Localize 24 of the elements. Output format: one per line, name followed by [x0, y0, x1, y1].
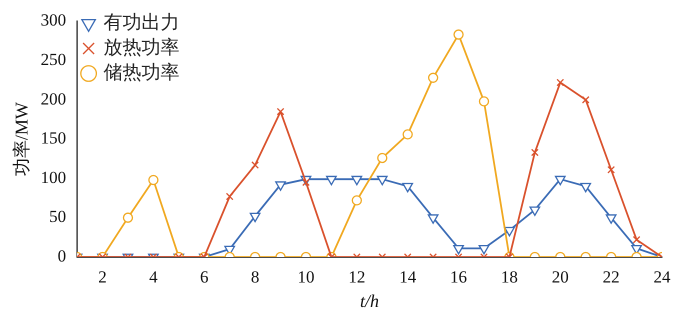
x-axis-title: t/h: [360, 290, 380, 311]
legend-label: 储热功率: [104, 61, 180, 84]
x-tick-label: 18: [500, 268, 518, 287]
x-tick-label: 24: [654, 268, 671, 287]
x-tick-label: 6: [200, 268, 208, 287]
y-tick-label: 200: [40, 89, 66, 108]
y-axis-title: 功率/MW: [12, 102, 32, 176]
x-tick-label: 8: [250, 268, 260, 287]
y-tick-label: 100: [40, 168, 66, 187]
x-tick-label: 22: [602, 268, 620, 287]
legend-label: 有功出力: [104, 12, 180, 34]
x-tick-label: 2: [98, 268, 107, 287]
x-tick-label: 12: [348, 268, 366, 287]
x-tick-label: 16: [450, 268, 468, 287]
y-tick-label: 250: [40, 50, 66, 69]
x-tick-label: 20: [552, 268, 569, 287]
x-tick-label: 10: [297, 268, 314, 287]
y-tick-label: 300: [40, 10, 66, 30]
x-tick-label: 14: [399, 268, 417, 287]
y-tick-label: 0: [58, 246, 66, 266]
legend-label: 放热功率: [104, 36, 180, 58]
x-tick-label: 4: [149, 268, 158, 287]
y-tick-label: 150: [40, 128, 66, 148]
y-tick-label: 50: [49, 207, 66, 226]
